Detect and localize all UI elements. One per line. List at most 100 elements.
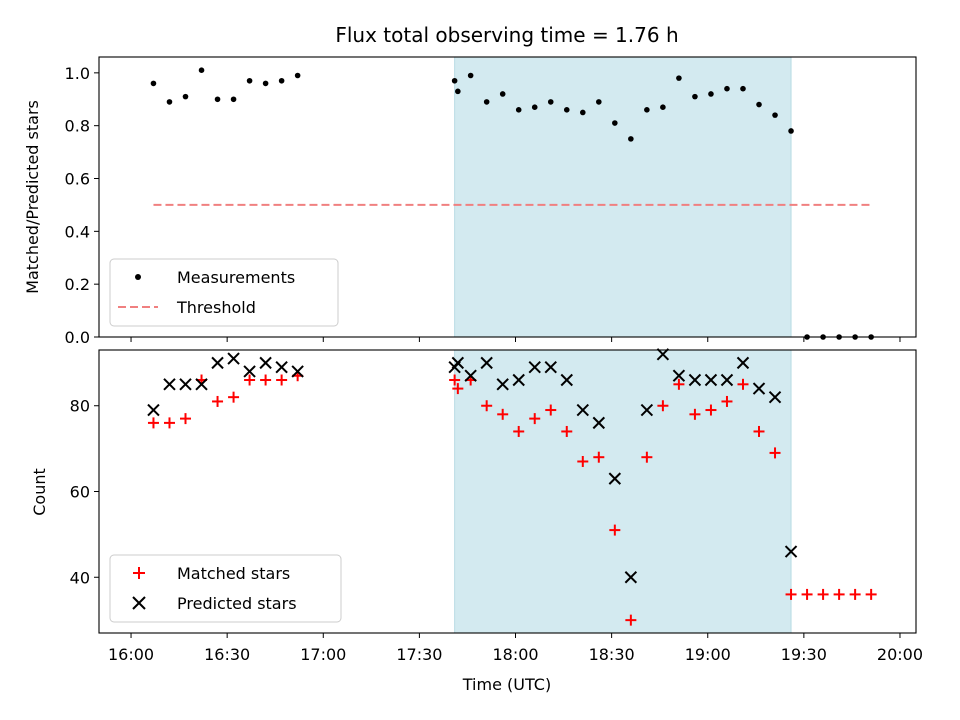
bottom-xticks: 16:00 16:30 17:00 17:30 18:00 18:30 19:00 19:30… [108, 633, 923, 664]
bottom-legend: Matched stars Predicted stars [109, 554, 342, 623]
measurement-point [262, 80, 269, 87]
predicted-star-stroke [544, 360, 557, 374]
predicted-star-stroke [704, 373, 718, 387]
top-ytick-label: 1.0 [65, 64, 90, 83]
matched-star-point [577, 455, 589, 467]
predicted-star-point [736, 356, 750, 370]
matched-star-point [244, 374, 256, 386]
measurement-point [708, 91, 714, 97]
matched-star-point [673, 378, 685, 390]
matched-star-point [833, 588, 845, 600]
predicted-star-stroke [576, 403, 589, 417]
predicted-star-stroke [291, 365, 304, 378]
measurement-point [531, 104, 538, 110]
matched-star-point [769, 447, 781, 459]
bottom-xtick-label: 16:00 [108, 645, 154, 664]
predicted-star-stroke [688, 373, 702, 387]
matched-star-point [785, 588, 797, 600]
bottom-xtick-label: 19:30 [781, 645, 827, 664]
predicted-star-point [227, 352, 240, 365]
matched-star-point [180, 413, 192, 425]
measurement-point [628, 136, 634, 142]
legend-predicted-label: Predicted stars [177, 594, 297, 613]
matched-star-point [228, 391, 240, 403]
measurement-point [483, 99, 490, 105]
predicted-star-stroke [496, 378, 509, 391]
matched-star-point [276, 374, 288, 386]
measurement-point [455, 88, 461, 95]
predicted-star-stroke [784, 545, 798, 558]
predicted-star-stroke [768, 390, 782, 404]
measurement-point [198, 67, 205, 74]
predicted-star-stroke [672, 369, 686, 382]
predicted-star-point [528, 360, 541, 374]
measurement-point [150, 80, 157, 87]
predicted-star-point [640, 403, 654, 417]
matched-star-point [481, 400, 493, 412]
predicted-star-stroke [195, 378, 208, 391]
predicted-star-point [211, 356, 224, 370]
predicted-star-point [576, 403, 589, 417]
measurement-point [660, 104, 666, 110]
predicted-star-point [544, 360, 557, 374]
predicted-star-stroke [720, 373, 734, 387]
chart-title: Flux total observing time = 1.76 h [335, 23, 678, 47]
predicted-star-point [464, 369, 477, 382]
bottom-xtick-label: 17:00 [300, 645, 346, 664]
bottom-xtick-label: 19:00 [685, 645, 731, 664]
predicted-star-point [275, 360, 288, 374]
legend-measurements-marker [135, 274, 141, 280]
predicted-star-point [243, 365, 256, 378]
predicted-star-stroke [259, 356, 272, 370]
predicted-star-stroke [512, 373, 525, 387]
predicted-star-stroke [243, 365, 256, 378]
predicted-star-stroke [560, 373, 573, 387]
bottom-panel: 40 60 80 16:00 16:30 17:00 17:30 18:00 18:30 19:… [30, 348, 923, 694]
matched-star-point [737, 378, 749, 390]
measurement-point [230, 96, 237, 103]
predicted-star-stroke [480, 356, 493, 370]
measurement-point [596, 99, 602, 105]
bottom-ytick-label: 80 [70, 397, 90, 416]
measurement-point [579, 109, 586, 116]
bottom-xtick-label: 16:30 [204, 645, 250, 664]
bottom-xlabel: Time (UTC) [462, 675, 551, 694]
bottom-legend-box [109, 554, 342, 623]
predicted-star-stroke [608, 472, 622, 485]
predicted-star-point [179, 378, 192, 391]
matched-star-point [753, 425, 765, 437]
predicted-star-stroke [211, 356, 224, 370]
matched-star-point [212, 395, 224, 407]
predicted-star-point [768, 390, 782, 404]
matched-star-point [260, 374, 272, 386]
predicted-star-stroke [464, 369, 477, 382]
predicted-star-point [704, 373, 718, 387]
legend-measurements-label: Measurements [177, 268, 295, 287]
bottom-xtick-label: 17:30 [396, 645, 442, 664]
predicted-star-point [656, 348, 670, 361]
predicted-star-point [672, 369, 686, 382]
measurement-point [788, 128, 794, 134]
matched-star-point [641, 451, 653, 463]
predicted-star-stroke [147, 403, 160, 417]
legend-threshold-label: Threshold [176, 298, 256, 317]
predicted-star-point [147, 403, 160, 417]
predicted-star-point [560, 373, 573, 387]
predicted-star-stroke [227, 352, 240, 365]
highlight-span-top [454, 56, 792, 338]
measurement-point [547, 99, 554, 105]
matched-star-point [449, 374, 461, 386]
matched-star-point [147, 417, 159, 429]
predicted-star-point [512, 373, 525, 387]
measurement-point [612, 120, 618, 126]
predicted-star-stroke [163, 378, 176, 391]
top-ytick-label: 0.8 [65, 117, 90, 136]
predicted-star-point [291, 365, 304, 378]
top-ytick-label: 0.2 [65, 275, 90, 294]
matched-star-point [849, 588, 861, 600]
measurement-point [724, 85, 730, 92]
predicted-star-point [259, 356, 272, 370]
top-xticks [130, 337, 901, 342]
matched-star-point [705, 404, 717, 416]
predicted-star-point [480, 356, 493, 370]
